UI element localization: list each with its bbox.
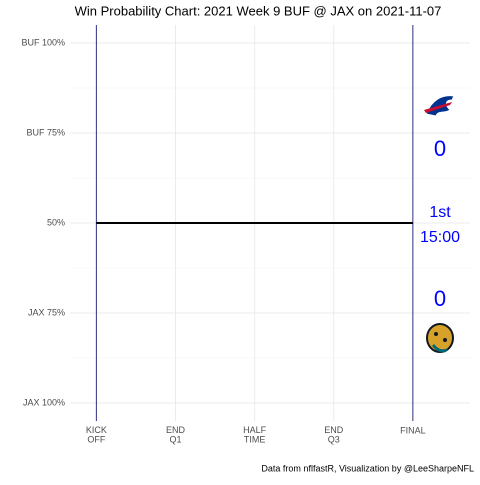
y-tick-label: 50%: [47, 217, 65, 227]
x-tick-label: FINAL: [400, 425, 426, 435]
away-score: 0: [434, 136, 446, 161]
home-score: 0: [434, 286, 446, 311]
chart-title: Win Probability Chart: 2021 Week 9 BUF @…: [75, 3, 442, 18]
plot: BUF 100% BUF 75% 50% JAX 75% JAX 100% KICK OFF…: [21, 25, 470, 445]
caption: Data from nflfastR, Visualization by @Le…: [261, 463, 474, 473]
buf-logo: [424, 95, 455, 117]
y-tick-label: JAX 100%: [23, 397, 65, 407]
y-tick-label: BUF 75%: [26, 127, 65, 137]
y-tick-label: BUF 100%: [21, 37, 65, 47]
clock: 15:00: [420, 229, 460, 246]
y-tick-label: JAX 75%: [28, 307, 65, 317]
x-tick-label: END Q3: [324, 425, 344, 444]
jax-logo: [426, 323, 454, 353]
x-tick-label: END Q1: [166, 425, 186, 444]
quarter: 1st: [429, 204, 451, 221]
x-tick-label: HALF TIME: [243, 425, 267, 444]
x-tick-label: KICK OFF: [86, 425, 107, 444]
